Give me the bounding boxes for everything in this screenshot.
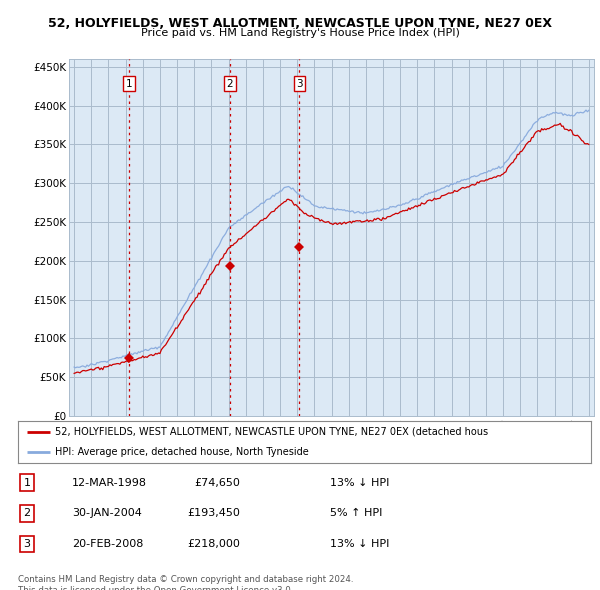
Text: Contains HM Land Registry data © Crown copyright and database right 2024.
This d: Contains HM Land Registry data © Crown c… xyxy=(18,575,353,590)
Text: 1: 1 xyxy=(23,478,31,487)
Text: 52, HOLYFIELDS, WEST ALLOTMENT, NEWCASTLE UPON TYNE, NE27 0EX (detached hous: 52, HOLYFIELDS, WEST ALLOTMENT, NEWCASTL… xyxy=(55,427,488,437)
Text: 1: 1 xyxy=(125,79,132,89)
Text: 5% ↑ HPI: 5% ↑ HPI xyxy=(330,509,382,518)
Text: 52, HOLYFIELDS, WEST ALLOTMENT, NEWCASTLE UPON TYNE, NE27 0EX: 52, HOLYFIELDS, WEST ALLOTMENT, NEWCASTL… xyxy=(48,17,552,30)
Text: 20-FEB-2008: 20-FEB-2008 xyxy=(72,539,143,549)
Text: £74,650: £74,650 xyxy=(194,478,240,487)
Text: £193,450: £193,450 xyxy=(187,509,240,518)
Text: HPI: Average price, detached house, North Tyneside: HPI: Average price, detached house, Nort… xyxy=(55,447,309,457)
Text: 2: 2 xyxy=(23,509,31,518)
Text: 2: 2 xyxy=(227,79,233,89)
Text: 13% ↓ HPI: 13% ↓ HPI xyxy=(330,478,389,487)
Text: 12-MAR-1998: 12-MAR-1998 xyxy=(72,478,147,487)
Text: 3: 3 xyxy=(23,539,31,549)
Text: 13% ↓ HPI: 13% ↓ HPI xyxy=(330,539,389,549)
Text: 3: 3 xyxy=(296,79,303,89)
Text: 30-JAN-2004: 30-JAN-2004 xyxy=(72,509,142,518)
Text: Price paid vs. HM Land Registry's House Price Index (HPI): Price paid vs. HM Land Registry's House … xyxy=(140,28,460,38)
Text: £218,000: £218,000 xyxy=(187,539,240,549)
